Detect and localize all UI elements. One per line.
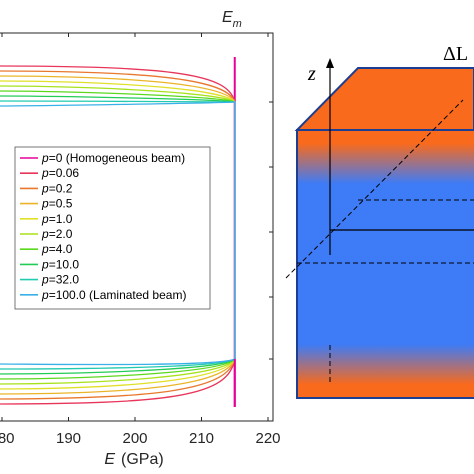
x-tick-label: 220: [255, 430, 280, 447]
legend-label: p=0.5: [41, 197, 73, 211]
legend-label: p=10.0: [41, 257, 79, 271]
legend-label: p=0.06: [41, 166, 79, 180]
beam-diagram: z ΔL: [285, 43, 474, 399]
legend-label: p=2.0: [41, 227, 73, 241]
z-axis-label: z: [307, 63, 316, 85]
plot-area-frame: [0, 32, 274, 422]
x-tick-label: 200: [122, 430, 147, 447]
legend-items: p=0 (Homogeneous beam)p=0.06p=0.2p=0.5p=…: [20, 151, 186, 302]
series-line-9: [0, 101, 236, 366]
chart-panel: Em 180 190 200 210 220 E(GPa) p=0 (Homogeneo…: [0, 9, 281, 468]
legend-label: p=0 (Homogeneous beam): [41, 151, 185, 165]
x-tick-label: 190: [56, 430, 81, 447]
legend-label: p=32.0: [41, 273, 79, 287]
x-tick-label: 180: [0, 430, 15, 447]
legend: p=0 (Homogeneous beam)p=0.06p=0.2p=0.5p=…: [14, 146, 211, 310]
curves-group: [0, 57, 236, 407]
z-axis-arrowhead: [326, 58, 334, 68]
legend-label: p=4.0: [41, 242, 73, 256]
beam-top-face: [294, 67, 474, 131]
legend-label: p=100.0 (Laminated beam): [41, 288, 186, 302]
diagonal-dashed-line: [285, 99, 464, 279]
legend-label: p=1.0: [41, 212, 73, 226]
x-tick-label: 210: [189, 430, 214, 447]
length-label: ΔL: [443, 43, 468, 65]
legend-box: [14, 146, 211, 310]
beam-side-face: [296, 129, 474, 399]
corner-label: Em: [222, 9, 242, 30]
legend-label: p=0.2: [41, 181, 73, 195]
x-axis-title: E (GPa): [104, 451, 163, 468]
x-ticks-group: 180 190 200 210 220: [0, 33, 281, 447]
